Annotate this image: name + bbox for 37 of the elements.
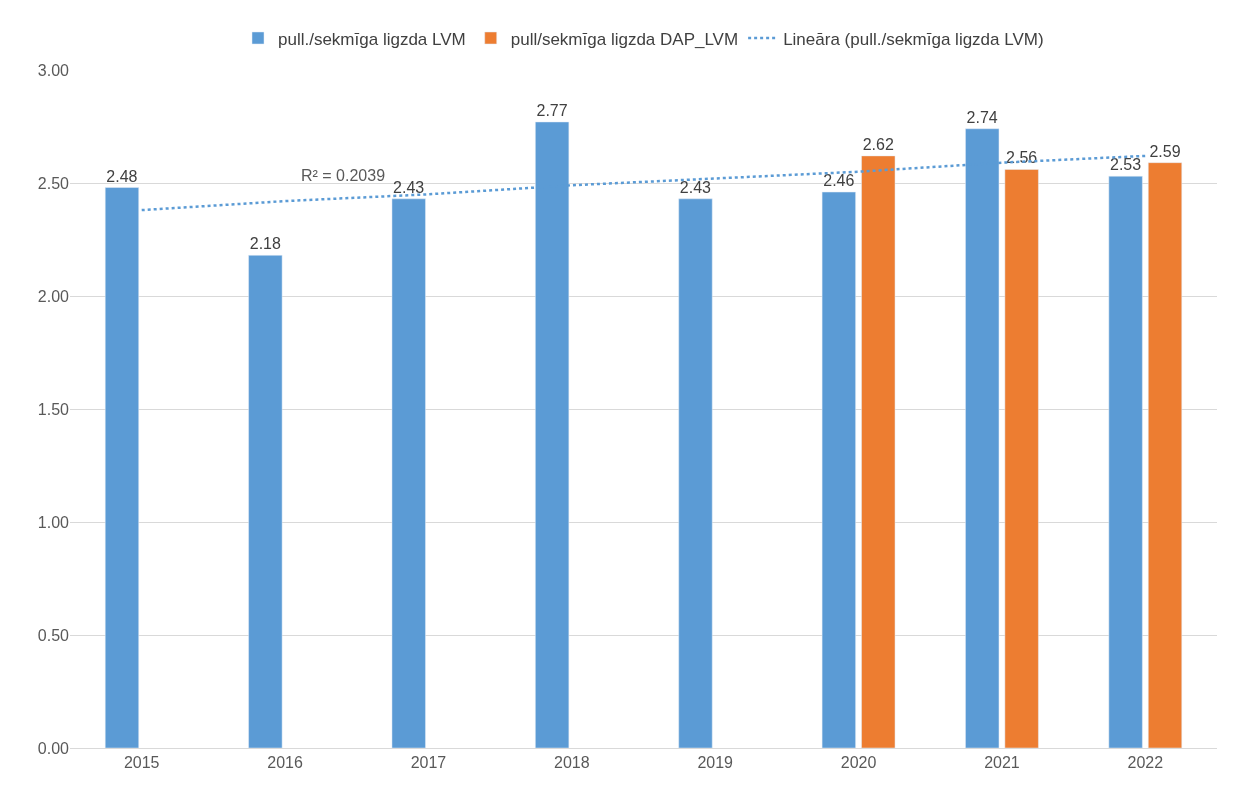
- x-tick-label: 2021: [984, 754, 1020, 772]
- bar: [861, 155, 896, 748]
- legend-label: pull/sekmīga ligzda DAP_LVM: [510, 29, 739, 49]
- data-label: 2.53: [1109, 156, 1142, 174]
- x-tick-label: 2017: [410, 754, 447, 772]
- bar: [1148, 162, 1183, 748]
- bar: [104, 187, 139, 748]
- y-tick-label: 0.00: [37, 739, 70, 757]
- x-tick-label: 2020: [840, 754, 877, 772]
- data-label: 2.59: [1149, 142, 1181, 160]
- data-label: 2.46: [823, 172, 855, 190]
- y-tick-label: 2.00: [37, 287, 70, 305]
- annotation: R² = 0.2039: [301, 167, 386, 184]
- bar: [1004, 169, 1039, 748]
- data-label: 2.43: [393, 178, 425, 196]
- y-tick-label: 2.50: [37, 174, 70, 192]
- x-tick-label: 2018: [554, 754, 590, 772]
- legend-label: Lineāra (pull./sekmīga ligzda LVM): [783, 29, 1044, 49]
- y-tick-label: 3.00: [37, 61, 70, 79]
- x-tick-label: 2015: [123, 754, 160, 772]
- y-tick-label: 0.50: [37, 626, 70, 644]
- y-tick-label: 1.00: [37, 513, 70, 531]
- bar: [1108, 175, 1143, 748]
- data-label: 2.62: [862, 135, 894, 153]
- data-label: 2.77: [536, 101, 568, 119]
- data-label: 2.48: [106, 167, 138, 185]
- x-tick-label: 2016: [267, 754, 303, 772]
- bar: [678, 198, 713, 748]
- x-tick-label: 2019: [697, 754, 734, 772]
- data-label: 2.43: [679, 178, 712, 196]
- legend-label: pull./sekmīga ligzda LVM: [278, 29, 466, 49]
- bar: [821, 191, 856, 748]
- data-label: 2.18: [249, 235, 281, 253]
- y-tick-label: 1.50: [37, 400, 70, 418]
- x-tick-label: 2022: [1127, 754, 1164, 772]
- data-label: 2.74: [966, 108, 998, 126]
- bar: [248, 255, 283, 748]
